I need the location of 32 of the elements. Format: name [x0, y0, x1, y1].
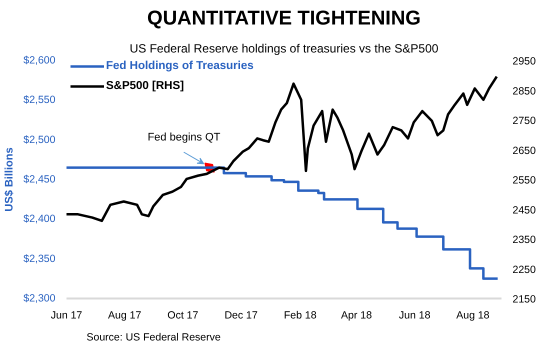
y2-tick-label: 2850	[512, 85, 536, 98]
y-tick-label: $2,300	[23, 292, 56, 304]
chart-title: QUANTITATIVE TIGHTENING	[147, 8, 421, 30]
y-tick-label: $2,600	[23, 54, 56, 66]
y-axis-title: US$ Billions	[3, 147, 16, 212]
y2-tick-label: 2350	[512, 234, 536, 246]
line-series	[66, 75, 498, 222]
y2-tick-label: 2750	[512, 115, 536, 127]
y2-tick-label: 2550	[512, 174, 536, 186]
y2-tick-label: 2150	[512, 294, 536, 306]
y2-tick-label: 2650	[512, 144, 536, 157]
y-tick-label: $2,500	[23, 134, 56, 146]
x-tick-label: Dec 17	[224, 310, 258, 322]
y-tick-label: $2,350	[23, 252, 56, 265]
x-tick-label: Oct 17	[167, 310, 199, 322]
y2-tick-label: 2250	[512, 264, 536, 276]
y-tick-label: $2,550	[23, 94, 56, 106]
chart-subtitle: US Federal Reserve holdings of treasuries vs the S&P500	[130, 42, 439, 56]
y2-tick-label: 2450	[512, 204, 536, 216]
legend-label: Fed Holdings of Treasuries	[106, 60, 254, 72]
x-tick-label: Aug 17	[108, 310, 142, 322]
source-note: Source: US Federal Reserve	[86, 332, 221, 344]
x-tick-label: Apr 18	[341, 310, 372, 322]
y2-tick-label: 2950	[512, 56, 536, 68]
annotation: Fed begins QT	[148, 132, 221, 144]
y-tick-label: $2,450	[23, 174, 56, 186]
x-tick-label: Jun 18	[398, 310, 431, 322]
legend-label: S&P500 [RHS]	[106, 80, 184, 92]
x-tick-label: Feb 18	[284, 310, 317, 322]
x-tick-label: Aug 18	[456, 310, 490, 322]
x-tick-label: Jun 17	[50, 310, 82, 322]
y-tick-label: $2,400	[23, 213, 56, 226]
